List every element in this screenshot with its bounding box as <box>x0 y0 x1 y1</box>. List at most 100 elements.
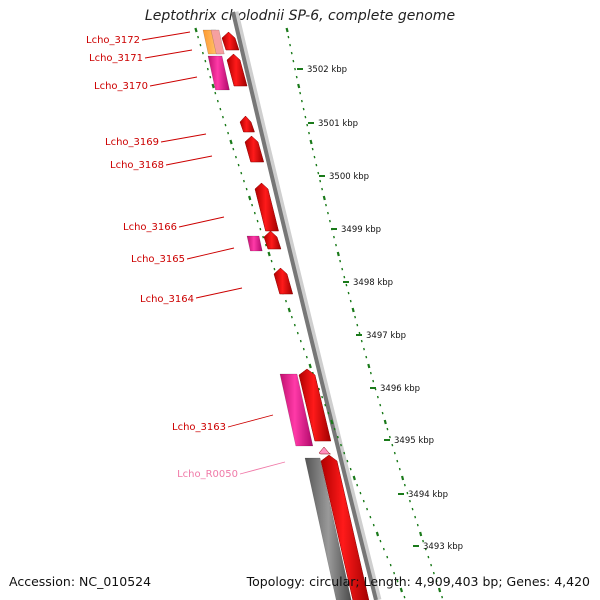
outer-scale-tick <box>347 291 350 295</box>
inner-scale-tick <box>333 427 336 431</box>
outer-scale-tick <box>367 363 371 369</box>
outer-scale-tick <box>309 139 313 145</box>
kbp-label: 3501 kbp <box>318 119 358 129</box>
outer-scale-tick <box>356 323 359 327</box>
inner-scale-tick <box>204 59 207 63</box>
outer-scale-tick <box>416 523 419 527</box>
outer-scale-tick <box>321 187 324 191</box>
kbp-label: 3496 kbp <box>380 384 420 394</box>
inner-scale-tick <box>321 395 324 399</box>
gene-label[interactable]: Lcho_3169 <box>105 137 159 148</box>
inner-scale-tick <box>287 307 291 313</box>
inner-scale-tick <box>393 571 396 575</box>
inner-scale-tick <box>359 491 362 495</box>
leader-line <box>178 216 225 228</box>
inner-scale-tick <box>318 387 320 391</box>
outer-scale-tick <box>315 163 318 167</box>
inner-scale-tick <box>201 51 204 55</box>
outer-scale-tick <box>308 131 310 135</box>
inner-scale-tick <box>285 299 287 303</box>
outer-scale-tick <box>287 35 290 39</box>
outer-scale-tick <box>414 515 417 519</box>
inner-scale-tick <box>273 267 276 271</box>
leader-line <box>239 461 286 475</box>
outer-scale-tick <box>349 299 352 303</box>
outer-scale-tick <box>376 395 379 399</box>
inner-scale-tick <box>259 227 262 231</box>
gene-arrow-forward <box>320 454 370 600</box>
gene-label[interactable]: Lcho_3164 <box>140 294 194 305</box>
gene-label[interactable]: Lcho_3170 <box>94 81 148 92</box>
gene-block-light <box>210 29 225 55</box>
kbp-label: 3495 kbp <box>394 436 434 446</box>
outer-scale-tick <box>365 355 368 359</box>
gene-label[interactable]: Lcho_R0050 <box>177 469 238 480</box>
gene-arrow-forward <box>226 53 248 87</box>
inner-scale-tick <box>399 587 404 593</box>
inner-scale-tick <box>240 171 243 175</box>
inner-scale-tick <box>224 123 227 127</box>
gene-label[interactable]: Lcho_3165 <box>131 254 185 265</box>
leader-line <box>160 133 207 143</box>
inner-scale-tick <box>382 547 385 551</box>
outer-scale-tick <box>329 219 331 223</box>
inner-scale-tick <box>214 91 217 95</box>
outer-scale-tick <box>386 427 389 431</box>
inner-scale-tick <box>302 347 305 351</box>
inner-scale-tick <box>253 211 256 215</box>
genome-backbone <box>231 11 378 600</box>
inner-scale-tick <box>211 83 215 89</box>
inner-scale-tick <box>206 67 209 71</box>
inner-scale-tick <box>324 403 327 407</box>
outer-scale-tick <box>292 59 295 63</box>
outer-scale-tick <box>325 203 327 207</box>
outer-scale-tick <box>335 243 337 247</box>
outer-scale-tick <box>311 147 314 151</box>
inner-scale-tick <box>229 139 233 145</box>
outer-scale-tick <box>319 179 322 183</box>
inner-scale-tick <box>369 515 372 519</box>
gene-label[interactable]: Lcho_3171 <box>89 53 143 64</box>
inner-scale-tick <box>199 43 202 47</box>
inner-scale-tick <box>379 539 382 543</box>
gene-block-reverse <box>246 235 263 252</box>
gene-block-reverse <box>279 373 314 447</box>
outer-scale-tick <box>339 259 342 263</box>
outer-scale-tick <box>345 283 348 287</box>
inner-scale-tick <box>262 235 265 239</box>
outer-scale-tick <box>432 571 435 575</box>
outer-scale-tick <box>411 507 414 511</box>
inner-scale-tick <box>336 435 339 439</box>
gene-label[interactable]: Lcho_3172 <box>86 35 140 46</box>
inner-scale-tick <box>349 467 352 471</box>
leader-line <box>141 31 191 41</box>
gene-arrow-forward <box>254 182 279 232</box>
inner-scale-tick <box>299 339 302 343</box>
gene-label[interactable]: Lcho_3166 <box>123 222 177 233</box>
outer-scale-tick <box>285 27 289 33</box>
inner-scale-tick <box>256 219 259 223</box>
outer-scale-tick <box>388 435 391 439</box>
leader-line <box>144 49 193 59</box>
inner-scale-tick <box>330 419 334 425</box>
leader-line <box>227 414 274 428</box>
outer-scale-tick <box>354 315 357 319</box>
outer-scale-tick <box>372 379 375 383</box>
outer-scale-tick <box>398 467 401 471</box>
rna-gene-arrow <box>318 446 332 455</box>
outer-scale-tick <box>419 531 423 537</box>
kbp-label: 3498 kbp <box>353 278 393 288</box>
outer-scale-tick <box>300 99 303 103</box>
outer-scale-tick <box>363 347 365 351</box>
gene-label[interactable]: Lcho_3168 <box>110 160 164 171</box>
inner-scale-tick <box>366 507 369 511</box>
gene-block-reverse <box>207 55 230 91</box>
inner-scale-tick <box>243 179 245 183</box>
outer-scale-tick <box>441 595 444 599</box>
gene-arrow-forward <box>239 115 255 133</box>
leader-line <box>165 155 213 166</box>
inner-scale-tick <box>327 411 330 415</box>
gene-label[interactable]: Lcho_3163 <box>172 422 226 433</box>
outer-scale-tick <box>289 43 292 47</box>
